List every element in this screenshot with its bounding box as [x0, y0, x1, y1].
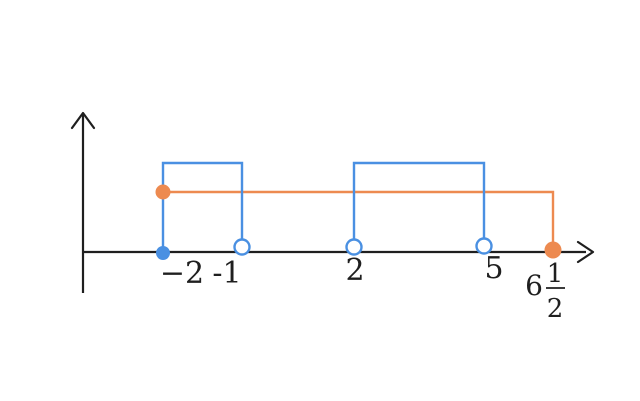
- blue-open-endpoint-neg1: [233, 238, 251, 256]
- blue-open-endpoint-2: [345, 238, 363, 256]
- blue-interval-path-2: [352, 161, 486, 250]
- blue-closed-endpoint-neg2: [156, 246, 170, 260]
- mixed-number-whole: 6: [525, 269, 543, 302]
- tick-label-neg1: -1: [212, 256, 241, 291]
- blue-open-endpoint-5: [475, 237, 493, 255]
- tick-label-5: 5: [484, 251, 503, 286]
- mixed-number-denominator: 2: [547, 294, 564, 324]
- mixed-number-numerator: 1: [547, 259, 564, 289]
- tick-label-2: 2: [345, 253, 364, 288]
- y-axis-arrowhead-icon: [70, 111, 96, 130]
- tick-label-6-and-a-half: 6 1 2: [525, 259, 565, 324]
- x-axis-arrowhead-icon: [576, 240, 595, 264]
- orange-closed-endpoint-6-half: [544, 241, 562, 259]
- orange-closed-endpoint-neg2: [155, 184, 171, 200]
- tick-label-neg2: −2: [160, 256, 204, 291]
- blue-interval-path-1: [161, 161, 244, 252]
- orange-interval-path: [163, 190, 555, 250]
